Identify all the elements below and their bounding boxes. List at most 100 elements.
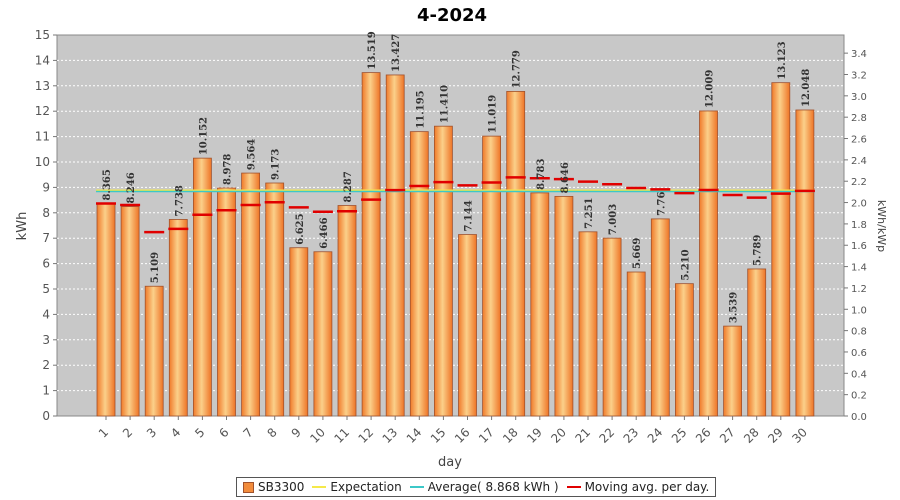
x-tick-label: 20 bbox=[548, 425, 569, 446]
bar-value-label: 8.783 bbox=[536, 159, 547, 190]
x-tick-label: 30 bbox=[789, 425, 810, 446]
legend-label-average: Average( 8.868 kWh ) bbox=[427, 480, 559, 494]
y-tick-label: 8 bbox=[42, 206, 50, 220]
y-tick-label: 4 bbox=[42, 307, 50, 321]
x-axis: 1 2 3 4 5 6 7 8 9 10 11 12 13 14 15 16 17 18 19 20 21 22 23 24 2… bbox=[96, 416, 810, 446]
x-tick-label: 7 bbox=[240, 425, 255, 440]
y2-tick-label: 0.8 bbox=[851, 327, 867, 338]
x-tick-label: 22 bbox=[597, 425, 618, 446]
bar-value-label: 11.410 bbox=[439, 85, 450, 123]
bar-value-label: 5.669 bbox=[632, 238, 643, 269]
legend-item-moving-average: Moving avg. per day. bbox=[566, 480, 710, 494]
bar bbox=[217, 187, 236, 417]
y2-tick-label: 2.6 bbox=[851, 135, 867, 146]
y-tick-label: 10 bbox=[35, 155, 50, 169]
bar bbox=[168, 219, 188, 417]
legend: SB3300 Expectation Average( 8.868 kWh ) … bbox=[236, 477, 717, 497]
y2-tick-label: 2.4 bbox=[851, 156, 867, 167]
y-tick-label: 11 bbox=[35, 130, 50, 144]
bar-value-label: 10.152 bbox=[198, 117, 209, 155]
bar bbox=[602, 237, 622, 417]
x-tick-label: 16 bbox=[452, 425, 473, 446]
y2-tick-label: 2.0 bbox=[851, 199, 867, 210]
x-tick-label: 10 bbox=[307, 425, 328, 446]
y-tick-label: 2 bbox=[42, 358, 50, 372]
bar bbox=[241, 172, 261, 417]
x-tick-label: 6 bbox=[216, 425, 231, 440]
bar-value-label: 6.466 bbox=[319, 217, 330, 248]
bar bbox=[458, 234, 477, 417]
x-tick-label: 13 bbox=[380, 425, 401, 446]
legend-label-expectation: Expectation bbox=[330, 480, 402, 494]
bar-value-label: 7.003 bbox=[608, 204, 619, 235]
y-tick-label: 15 bbox=[35, 28, 50, 42]
bar bbox=[554, 195, 574, 417]
y-tick-label: 9 bbox=[42, 180, 50, 194]
legend-swatch-sb3300 bbox=[243, 481, 254, 493]
bar-value-label: 5.789 bbox=[753, 235, 764, 266]
y2-tick-label: 1.6 bbox=[851, 241, 867, 252]
bar bbox=[747, 268, 767, 417]
legend-label-moving-average: Moving avg. per day. bbox=[584, 480, 710, 494]
bar bbox=[699, 110, 718, 417]
legend-swatch-moving-average bbox=[566, 486, 581, 488]
moving-average-marks bbox=[96, 176, 815, 234]
x-tick-label: 4 bbox=[168, 425, 183, 440]
bar-value-label: 7.144 bbox=[464, 200, 475, 231]
bar-value-label: 8.287 bbox=[343, 171, 354, 202]
y2-tick-label: 3.0 bbox=[851, 92, 867, 103]
x-tick-label: 1 bbox=[96, 425, 111, 440]
x-tick-label: 28 bbox=[741, 425, 762, 446]
x-tick-label: 17 bbox=[476, 425, 497, 446]
bar bbox=[96, 203, 116, 417]
bar bbox=[120, 206, 140, 417]
y-tick-label: 7 bbox=[42, 231, 50, 245]
x-tick-label: 15 bbox=[428, 425, 449, 446]
bar-value-label: 8.978 bbox=[223, 154, 234, 185]
x-axis-label: day bbox=[438, 455, 462, 470]
bar-value-label: 7.76 bbox=[656, 191, 667, 215]
y-tick-label: 0 bbox=[42, 409, 50, 423]
bar bbox=[409, 131, 429, 417]
bar bbox=[723, 325, 742, 417]
bar-value-label: 5.210 bbox=[680, 249, 691, 280]
bar-value-label: 7.738 bbox=[174, 185, 185, 216]
legend-swatch-expectation bbox=[312, 486, 327, 488]
reference-lines bbox=[96, 189, 815, 193]
bar bbox=[192, 157, 212, 417]
bar-value-label: 12.009 bbox=[705, 70, 716, 108]
bar bbox=[361, 72, 381, 417]
x-tick-label: 18 bbox=[500, 425, 521, 446]
y2-tick-label: 3.2 bbox=[851, 70, 867, 81]
y2-tick-label: 1.0 bbox=[851, 305, 867, 316]
bar-value-label: 12.779 bbox=[512, 50, 523, 88]
x-tick-label: 25 bbox=[669, 425, 690, 446]
bar-value-label: 13.123 bbox=[777, 41, 788, 79]
bar bbox=[675, 283, 694, 417]
x-tick-label: 5 bbox=[192, 425, 207, 440]
legend-swatch-average bbox=[409, 486, 424, 488]
bar bbox=[482, 135, 502, 417]
x-tick-label: 27 bbox=[717, 425, 738, 446]
y2-tick-label: 1.4 bbox=[851, 263, 867, 274]
bar-value-label: 11.019 bbox=[488, 95, 499, 133]
bar-value-label: 7.251 bbox=[584, 197, 595, 228]
x-tick-label: 26 bbox=[693, 425, 714, 446]
x-tick-label: 9 bbox=[289, 425, 304, 440]
value-labels: 8.365 8.246 5.109 7.738 10.152 8.978 9.564 9.17… bbox=[102, 31, 812, 323]
x-tick-label: 3 bbox=[144, 425, 159, 440]
y2-tick-label: 0.6 bbox=[851, 348, 867, 359]
y-axis-right: 0.0 0.2 0.4 0.6 0.8 1.0 1.2 1.4 1.6 1.8 2.0 2.2 2.4 2… bbox=[844, 49, 867, 423]
bar bbox=[530, 192, 550, 417]
x-tick-label: 8 bbox=[265, 425, 280, 440]
bar-value-label: 8.646 bbox=[560, 162, 571, 193]
bar bbox=[144, 285, 164, 417]
bar bbox=[313, 251, 333, 417]
bar-value-label: 13.519 bbox=[367, 31, 378, 69]
bar bbox=[433, 125, 453, 417]
y2-tick-label: 1.2 bbox=[851, 284, 867, 295]
y2-tick-label: 1.8 bbox=[851, 220, 867, 231]
x-tick-label: 19 bbox=[524, 425, 545, 446]
